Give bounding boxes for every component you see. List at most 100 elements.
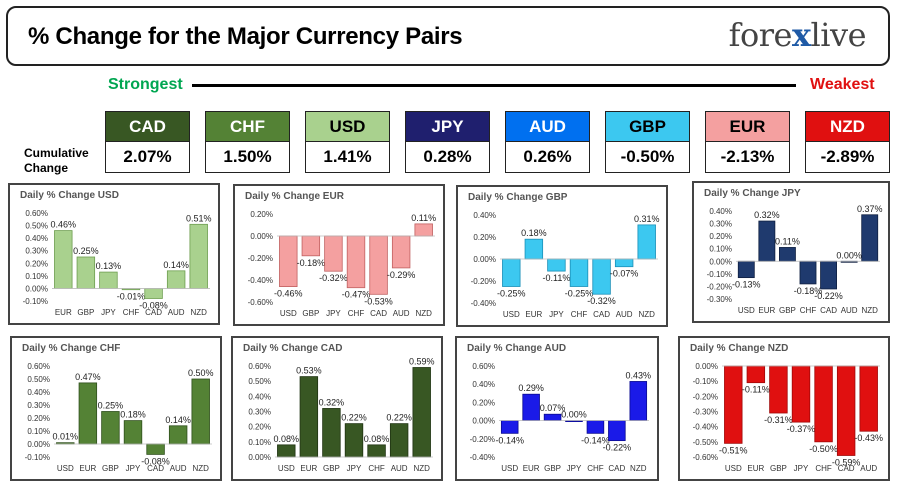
bar-chart: -0.40% -0.20% 0.00% 0.20% 0.40% 0.60% -0.14% US… (470, 362, 651, 473)
data-label: -0.14% (495, 435, 524, 445)
x-tick-label: CAD (147, 464, 164, 473)
y-tick-label: -0.10% (707, 270, 732, 279)
bar-cad (820, 260, 837, 290)
data-label: 0.07% (540, 403, 566, 413)
x-tick-label: JPY (549, 310, 564, 319)
currency-name: AUD (506, 112, 589, 142)
data-label: -0.37% (787, 424, 816, 434)
bar-chart: -0.60% -0.40% -0.20% 0.00% 0.20% -0.46% USD -0.… (248, 210, 437, 318)
bar-chf (586, 420, 605, 434)
page-title: % Change for the Major Currency Pairs (28, 23, 463, 50)
currency-box-gbp: GBP -0.50% (605, 111, 690, 173)
bar-eur (746, 365, 766, 384)
data-label: 0.25% (73, 246, 99, 256)
bar-aud (389, 423, 409, 458)
y-tick-label: 0.20% (248, 423, 271, 432)
chart-title: Daily % Change USD (20, 190, 119, 201)
y-tick-label: 0.20% (250, 210, 273, 219)
currency-cumulative-value: 0.28% (406, 142, 489, 172)
chart-panel-jpy: Daily % Change JPY -0.30% -0.20% -0.10% 0.00… (692, 181, 890, 323)
bar-gbp (543, 413, 562, 422)
y-tick-label: -0.50% (693, 438, 718, 447)
y-tick-label: -0.40% (471, 299, 496, 308)
data-label: 0.18% (521, 228, 547, 238)
chart-title: Daily % Change CAD (243, 343, 343, 354)
data-label: -0.47% (342, 290, 371, 300)
bar-chf (346, 235, 366, 289)
x-tick-label: EUR (525, 310, 542, 319)
y-tick-label: 0.00% (472, 417, 495, 426)
chart-title: Daily % Change EUR (245, 191, 344, 202)
x-tick-label: EUR (55, 308, 72, 317)
x-tick-label: AUD (860, 464, 877, 473)
x-tick-label: AUD (841, 306, 858, 315)
data-label: 0.59% (409, 357, 435, 367)
y-tick-label: 0.00% (695, 362, 718, 371)
x-tick-label: JPY (126, 464, 141, 473)
x-tick-label: AUD (393, 309, 410, 318)
bar-gbp (101, 411, 120, 445)
data-label: -0.59% (832, 457, 861, 467)
x-tick-label: CAD (145, 308, 162, 317)
bar-cad (144, 288, 163, 299)
data-label: 0.11% (775, 236, 800, 246)
x-tick-label: USD (278, 464, 295, 473)
bar-gbp (301, 235, 321, 257)
y-tick-label: -0.40% (693, 423, 718, 432)
data-label: 0.50% (188, 368, 214, 378)
x-tick-label: AUD (170, 464, 187, 473)
bar-jpy (324, 235, 343, 272)
bar-usd (279, 235, 298, 287)
y-tick-label: 0.60% (27, 362, 50, 371)
y-tick-label: 0.00% (709, 257, 732, 266)
data-label: -0.29% (387, 270, 416, 280)
y-tick-label: -0.30% (693, 408, 718, 417)
data-label: -0.50% (809, 444, 838, 454)
bar-cad (608, 420, 626, 442)
bar-jpy (123, 420, 143, 445)
x-tick-label: USD (57, 464, 74, 473)
data-label: -0.11% (542, 273, 570, 283)
bar-eur (758, 220, 776, 262)
data-label: 0.46% (51, 220, 77, 230)
bar-chart: 0.00% 0.10% 0.20% 0.30% 0.40% 0.50% 0.60% 0.08%… (248, 357, 435, 473)
bar-eur (54, 230, 73, 289)
data-label: -0.31% (764, 415, 793, 425)
x-tick-label: CHF (348, 309, 365, 318)
currency-box-chf: CHF 1.50% (205, 111, 290, 173)
bar-chart: -0.30% -0.20% -0.10% 0.00% 0.10% 0.20% 0.30% 0.… (707, 204, 883, 315)
bar-jpy (547, 258, 566, 272)
data-label: -0.18% (297, 258, 326, 268)
y-tick-label: 0.50% (25, 222, 48, 231)
bar-chart: -0.40% -0.20% 0.00% 0.20% 0.40% -0.25% USD 0.18… (471, 211, 660, 319)
y-tick-label: 0.00% (473, 255, 496, 264)
chart-title: Daily % Change GBP (468, 192, 568, 203)
x-tick-label: EUR (747, 464, 764, 473)
currency-box-jpy: JPY 0.28% (405, 111, 490, 173)
data-label: 0.08% (364, 434, 390, 444)
data-label: 0.14% (165, 415, 191, 425)
bar-usd (737, 260, 755, 279)
data-label: 0.11% (411, 213, 436, 223)
x-tick-label: USD (503, 310, 520, 319)
strongest-label: Strongest (108, 76, 183, 93)
bar-chf (799, 260, 817, 285)
bar-aud (168, 425, 188, 445)
x-tick-label: EUR (300, 464, 317, 473)
data-label: -0.43% (854, 433, 883, 443)
data-label: 0.13% (96, 261, 122, 271)
x-tick-label: NZD (190, 308, 207, 317)
bar-cad (146, 443, 165, 455)
data-label: -0.22% (814, 291, 843, 301)
bar-usd (500, 420, 519, 434)
bar-nzd (637, 224, 656, 260)
data-label: 0.32% (754, 210, 780, 220)
y-tick-label: -0.30% (707, 295, 732, 304)
logo-text-left: fore (728, 16, 793, 54)
x-tick-label: JPY (101, 308, 116, 317)
y-tick-label: -0.60% (693, 453, 718, 462)
currency-box-usd: USD 1.41% (305, 111, 390, 173)
y-tick-label: -0.20% (693, 392, 718, 401)
data-label: 0.29% (518, 383, 544, 393)
currency-box-nzd: NZD -2.89% (805, 111, 890, 173)
